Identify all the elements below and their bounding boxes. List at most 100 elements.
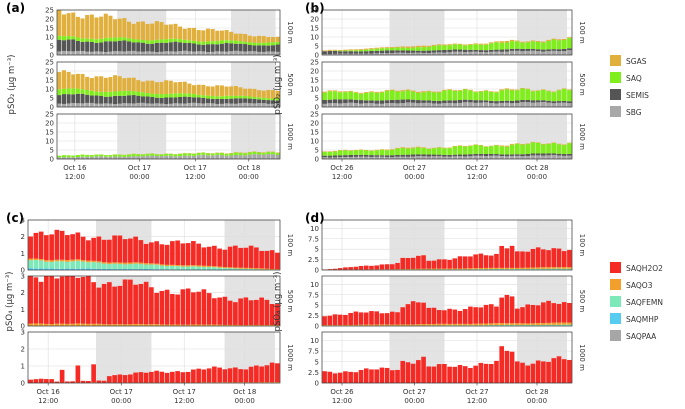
bar-saqo3 [122, 324, 128, 326]
bar-saq [499, 90, 504, 101]
bar-saqfemn [499, 325, 504, 326]
bar-sbg [99, 103, 104, 107]
bar-sgas [541, 41, 546, 43]
bar-semis [154, 42, 159, 53]
bar-saqo3 [222, 382, 228, 383]
bar-semis [525, 99, 531, 103]
bar-sbg [243, 102, 248, 107]
bar-saq [337, 92, 343, 100]
bar-semis [541, 49, 546, 52]
bar-saq [556, 90, 562, 102]
bar-saqh2o2 [520, 362, 525, 383]
bar-sgas [494, 41, 499, 43]
strip-label: 1000 m [578, 123, 586, 150]
bar-sgas [395, 46, 400, 48]
bar-sbg [494, 103, 499, 107]
bar-saqh2o2 [143, 372, 149, 383]
bar-sgas [525, 143, 531, 145]
bar-sbg [473, 51, 478, 55]
bar-saq [275, 98, 280, 101]
bar-sbg [379, 103, 385, 107]
bar-sgas [332, 49, 338, 51]
x-tick-label: Oct 17 [173, 388, 196, 396]
x-tick-label: Oct 27 [403, 388, 426, 396]
bar-semis [233, 43, 238, 51]
bar-saqh2o2 [128, 374, 133, 383]
bar-saqh2o2 [170, 241, 175, 265]
y-tick-label: 10 [310, 281, 319, 289]
bar-semis [75, 40, 80, 51]
bar-sbg [108, 156, 113, 159]
x-tick-label: 12:00 [174, 397, 194, 405]
bar-sbg [322, 157, 327, 159]
bar-semis [530, 153, 536, 156]
bar-semis [243, 98, 248, 103]
bar-saqh2o2 [248, 245, 254, 268]
bar-sgas [556, 89, 562, 91]
bar-sbg [515, 155, 520, 159]
bar-sbg [145, 103, 150, 107]
bar-sbg [266, 154, 271, 159]
bar-saq [126, 154, 132, 157]
bar-saqo3 [86, 323, 91, 326]
bar-saq [452, 146, 458, 155]
bar-semis [421, 50, 426, 53]
bar-sbg [75, 157, 80, 159]
bar-saq [567, 90, 572, 102]
bar-saqfemn [143, 264, 149, 269]
bar-saq [178, 39, 183, 43]
bar-sbg [561, 51, 567, 55]
bar-semis [551, 153, 557, 155]
bar-sbg [103, 103, 108, 107]
bar-saqh2o2 [275, 304, 280, 326]
bar-saq [229, 40, 234, 44]
bar-saqh2o2 [353, 372, 359, 383]
bar-saq [395, 47, 400, 51]
bar-saqfemn [154, 264, 159, 270]
bar-sgas [483, 43, 489, 45]
bar-sgas [275, 152, 280, 154]
bar-saqo3 [122, 262, 128, 265]
bar-saqh2o2 [488, 364, 494, 383]
bar-saq [71, 88, 76, 95]
bar-saq [266, 98, 271, 101]
bar-sbg [150, 51, 155, 55]
bar-semis [182, 42, 187, 51]
legend-label: SGAS [626, 57, 647, 66]
bar-saqfemn [473, 269, 478, 270]
bar-sgas [457, 145, 463, 146]
bar-saq [85, 89, 90, 95]
bar-saq [57, 89, 62, 96]
bar-saqo3 [416, 324, 421, 326]
bar-sbg [257, 103, 262, 107]
bar-saq [136, 154, 141, 157]
y-tick-label: 15 [310, 129, 319, 137]
bar-saq [154, 93, 159, 98]
bar-saqo3 [259, 268, 264, 270]
bar-saq [261, 97, 266, 100]
bar-saq [421, 148, 426, 155]
bar-saqo3 [264, 325, 270, 326]
bar-sgas [182, 28, 187, 40]
bar-semis [416, 100, 421, 104]
bar-saqo3 [212, 324, 217, 326]
bar-saqh2o2 [374, 265, 379, 270]
bar-semis [271, 45, 276, 52]
legend-label: SAQO3 [626, 281, 653, 290]
bar-semis [468, 49, 473, 52]
y-tick-label: 5 [50, 95, 54, 103]
bar-saq [89, 155, 94, 157]
bar-semis [535, 49, 541, 52]
bar-semis [494, 101, 499, 104]
bar-saqmhp [44, 268, 49, 270]
bar-saqfemn [70, 261, 75, 269]
bar-sgas [473, 91, 478, 93]
bar-sgas [131, 77, 136, 92]
y-tick-label: 10 [310, 86, 319, 94]
bar-sbg [462, 102, 468, 107]
bar-sbg [168, 155, 173, 159]
bar-semis [478, 100, 484, 103]
bar-saqh2o2 [96, 236, 102, 262]
bar-saqh2o2 [509, 296, 515, 324]
bar-semis [229, 98, 234, 104]
